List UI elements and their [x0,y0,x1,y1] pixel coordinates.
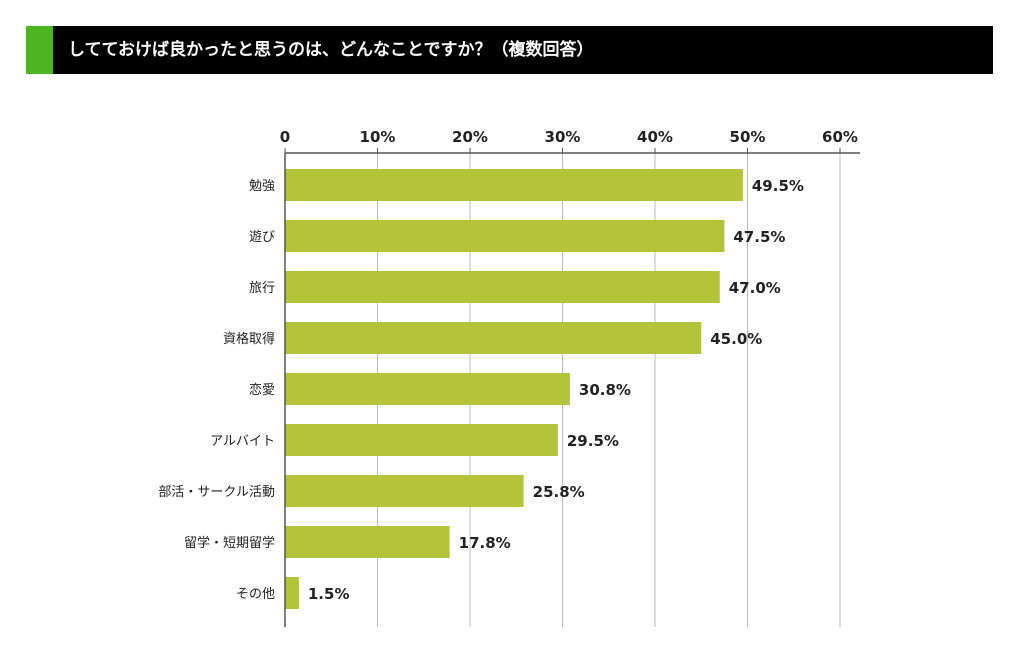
x-tick-label: 60% [822,128,858,146]
value-label: 49.5% [752,177,804,195]
bar [285,526,450,558]
x-tick-label: 40% [637,128,673,146]
x-tick-label: 30% [545,128,581,146]
category-label: アルバイト [210,434,275,449]
category-label: 遊び [249,230,275,245]
value-label: 29.5% [567,432,619,450]
category-label: 留学・短期留学 [184,535,275,551]
value-label: 30.8% [579,381,631,399]
title-accent-block [26,26,53,74]
value-label: 1.5% [308,585,350,603]
category-label: 資格取得 [223,331,275,347]
category-label: その他 [236,587,275,602]
category-label: 勉強 [249,179,275,194]
bar [285,220,725,252]
category-label: 旅行 [249,281,275,296]
x-tick-label: 50% [730,128,766,146]
bar [285,373,570,405]
bar [285,271,720,303]
x-tick-label: 10% [360,128,396,146]
category-label: 恋愛 [249,382,275,398]
value-label: 47.5% [733,228,785,246]
value-label: 17.8% [459,534,511,552]
category-label: 部活・サークル活動 [158,485,275,500]
bar [285,169,743,201]
value-label: 47.0% [729,279,781,297]
x-tick-label: 20% [452,128,488,146]
value-label: 45.0% [710,330,762,348]
value-label: 25.8% [533,483,585,501]
title-bar: してておけば良かったと思うのは、どんなことですか？（複数回答） [26,26,993,74]
bar [285,475,524,507]
bar [285,577,299,609]
bar [285,322,702,354]
bar [285,424,558,456]
chart-title: してておけば良かったと思うのは、どんなことですか？（複数回答） [68,40,594,60]
x-tick-label: 0 [280,128,290,146]
